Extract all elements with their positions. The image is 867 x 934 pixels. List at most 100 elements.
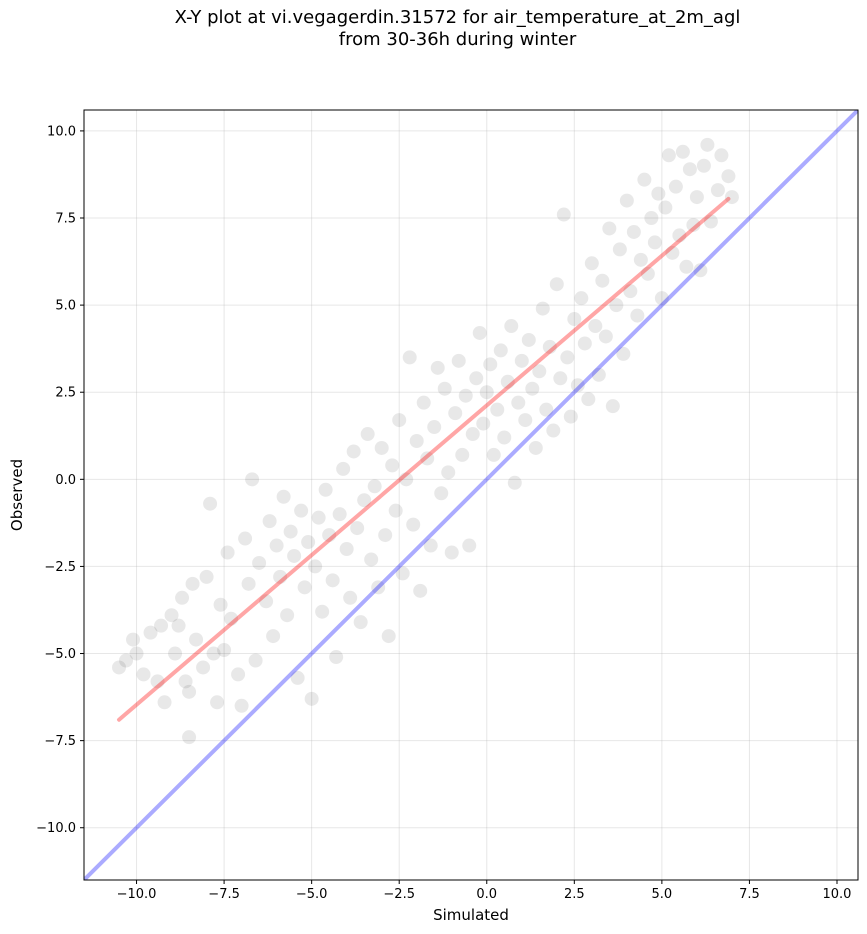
scatter-point xyxy=(157,695,172,710)
scatter-point xyxy=(682,162,697,177)
x-tick-label: −10.0 xyxy=(117,887,157,902)
scatter-point xyxy=(679,259,694,274)
scatter-point xyxy=(703,214,718,229)
scatter-point xyxy=(525,381,540,396)
scatter-point xyxy=(143,625,158,640)
y-axis-ticks: −10.0 −7.5 −5.0 −2.5 0.0 2.5 5.0 7.5 10.0 xyxy=(36,124,84,836)
scatter-point xyxy=(364,552,379,567)
scatter-point xyxy=(630,308,645,323)
scatter-point xyxy=(189,632,204,647)
scatter-point xyxy=(619,193,634,208)
scatter-point xyxy=(616,346,631,361)
scatter-point xyxy=(567,312,582,327)
scatter-points xyxy=(112,137,739,745)
scatter-point xyxy=(605,399,620,414)
scatter-point xyxy=(518,413,533,428)
scatter-point xyxy=(350,521,365,536)
scatter-point xyxy=(507,475,522,490)
scatter-point xyxy=(241,576,256,591)
scatter-point xyxy=(584,256,599,271)
scatter-point xyxy=(469,371,484,386)
scatter-point xyxy=(465,427,480,442)
scatter-point xyxy=(374,440,389,455)
plot-frame xyxy=(83,109,859,881)
scatter-point xyxy=(182,684,197,699)
scatter-point xyxy=(441,465,456,480)
y-tick-label: −7.5 xyxy=(44,734,76,749)
scatter-point xyxy=(458,388,473,403)
scatter-point xyxy=(430,360,445,375)
x-tick-label: −5.0 xyxy=(296,887,328,902)
scatter-point xyxy=(556,207,571,222)
scatter-point xyxy=(245,472,260,487)
scatter-point xyxy=(595,273,610,288)
scatter-point xyxy=(378,528,393,543)
scatter-point xyxy=(549,277,564,292)
scatter-point xyxy=(301,535,316,550)
y-tick-label: 7.5 xyxy=(55,212,76,227)
reference-lines xyxy=(84,110,858,880)
x-tick-label: 5.0 xyxy=(652,887,673,902)
scatter-point xyxy=(661,148,676,163)
scatter-point xyxy=(668,179,683,194)
scatter-point xyxy=(647,235,662,250)
scatter-point xyxy=(269,538,284,553)
scatter-point xyxy=(276,489,291,504)
scatter-point xyxy=(388,503,403,518)
scatter-point xyxy=(168,646,183,661)
scatter-point xyxy=(322,528,337,543)
scatter-point xyxy=(528,440,543,455)
scatter-point xyxy=(609,298,624,313)
scatter-point xyxy=(136,667,151,682)
scatter-point xyxy=(675,144,690,159)
scatter-point xyxy=(213,597,228,612)
scatter-point xyxy=(248,653,263,668)
scatter-point xyxy=(178,674,193,689)
scatter-point xyxy=(210,695,225,710)
scatter-point xyxy=(392,413,407,428)
scatter-point xyxy=(490,402,505,417)
scatter-point xyxy=(353,615,368,630)
scatter-point xyxy=(560,350,575,365)
scatter-point xyxy=(493,343,508,358)
scatter-point xyxy=(546,423,561,438)
scatter-point xyxy=(402,350,417,365)
scatter-point xyxy=(357,493,372,508)
scatter-point xyxy=(423,538,438,553)
scatter-point xyxy=(462,538,477,553)
scatter-point xyxy=(294,503,309,518)
scatter-point xyxy=(126,632,141,647)
scatter-point xyxy=(385,458,400,473)
scatter-point xyxy=(486,447,501,462)
scatter-point xyxy=(689,190,704,205)
scatter-point xyxy=(252,555,267,570)
scatter-point xyxy=(154,618,169,633)
scatter-point xyxy=(658,200,673,215)
scatter-point xyxy=(399,472,414,487)
scatter-point xyxy=(311,510,326,525)
x-tick-label: −2.5 xyxy=(383,887,415,902)
y-axis-label: Observed xyxy=(8,459,26,531)
scatter-point xyxy=(203,496,218,511)
scatter-point xyxy=(591,367,606,382)
scatter-point xyxy=(297,580,312,595)
scatter-point xyxy=(381,629,396,644)
scatter-point xyxy=(633,252,648,267)
scatter-point xyxy=(637,172,652,187)
scatter-point xyxy=(339,542,354,557)
scatter-point xyxy=(171,618,186,633)
scatter-point xyxy=(290,670,305,685)
chart-title-line-2: from 30-36h during winter xyxy=(338,29,577,50)
scatter-point xyxy=(224,611,239,626)
y-tick-label: 5.0 xyxy=(55,299,76,314)
scatter-point xyxy=(182,730,197,745)
y-tick-label: 10.0 xyxy=(47,124,76,139)
x-tick-label: 0.0 xyxy=(476,887,497,902)
scatter-point xyxy=(651,186,666,201)
scatter-point xyxy=(451,353,466,368)
scatter-point xyxy=(532,364,547,379)
scatter-point xyxy=(570,378,585,393)
scatter-point xyxy=(266,629,281,644)
grid-lines xyxy=(84,110,858,880)
